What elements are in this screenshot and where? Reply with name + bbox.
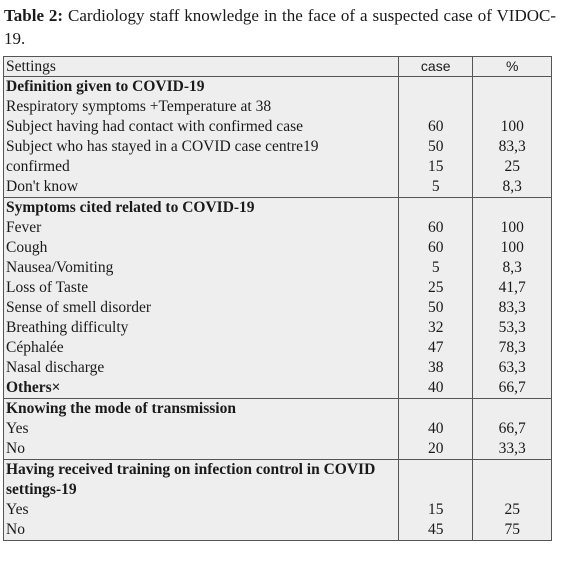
section-definition: Definition given to COVID-19 Respiratory… (3, 76, 399, 198)
case-value: 50 (427, 299, 444, 316)
case-values: 60 50 15 5 (397, 76, 474, 198)
list-item: Yes (6, 501, 29, 518)
section-title: Definition given to COVID-19 (6, 78, 205, 95)
list-item: Loss of Taste (6, 279, 89, 296)
header-percent: % (472, 56, 552, 77)
percent-value: 41,7 (498, 279, 526, 296)
table-row: Knowing the mode of transmission Yes No … (3, 398, 552, 460)
percent-value: 63,3 (498, 359, 526, 376)
table-row: Having received training on infection co… (3, 459, 552, 541)
case-value: 60 (427, 219, 444, 236)
header-settings: Settings (3, 56, 399, 77)
case-values: 15 45 (397, 459, 474, 541)
case-value: 50 (427, 138, 444, 155)
list-item: Don't know (6, 178, 79, 195)
list-item: Others× (6, 379, 61, 396)
percent-values: 66,7 33,3 (472, 398, 552, 460)
case-value: 5 (431, 178, 440, 195)
list-item: Subject who has stayed in a COVID case c… (6, 138, 319, 155)
knowledge-table: Settings case % Definition given to COVI… (3, 56, 552, 541)
table-row: Definition given to COVID-19 Respiratory… (3, 76, 552, 198)
list-item: Yes (6, 420, 29, 437)
percent-value: 100 (500, 239, 524, 256)
case-value: 25 (427, 279, 444, 296)
percent-value: 53,3 (498, 319, 526, 336)
percent-value: 83,3 (498, 138, 526, 155)
table-caption: Table 2: Cardiology staff knowledge in t… (4, 4, 556, 50)
section-title: Having received training on infection co… (6, 461, 376, 498)
percent-value: 78,3 (498, 339, 526, 356)
percent-value: 75 (504, 521, 520, 538)
case-value: 15 (427, 158, 444, 175)
percent-value: 25 (504, 501, 520, 518)
list-item: Respiratory symptoms +Temperature at 38 (6, 98, 272, 115)
list-item: Nausea/Vomiting (6, 259, 114, 276)
case-value: 40 (427, 420, 444, 437)
percent-values: 100 83,3 25 8,3 (472, 76, 552, 198)
case-value: 47 (427, 339, 444, 356)
case-value: 60 (427, 239, 444, 256)
case-value: 15 (427, 501, 444, 518)
case-value: 45 (427, 521, 444, 538)
percent-value: 8,3 (502, 178, 522, 195)
percent-value: 66,7 (498, 379, 526, 396)
section-symptoms: Symptoms cited related to COVID-19 Fever… (3, 197, 399, 399)
table-row: Symptoms cited related to COVID-19 Fever… (3, 197, 552, 399)
list-item: Fever (6, 219, 42, 236)
list-item: No (6, 440, 25, 457)
percent-value: 100 (500, 219, 524, 236)
list-item: No (6, 521, 25, 538)
percent-value: 8,3 (502, 259, 522, 276)
percent-value: 66,7 (498, 420, 526, 437)
percent-value: 33,3 (498, 440, 526, 457)
percent-value: 25 (504, 158, 520, 175)
list-item: Subject having had contact with confirme… (6, 118, 303, 135)
case-value: 5 (431, 259, 440, 276)
list-item: confirmed (6, 158, 70, 175)
table-header-row: Settings case % (3, 56, 552, 77)
header-case: case (397, 56, 474, 77)
caption-label: Table 2: (4, 6, 64, 25)
case-value: 40 (427, 379, 444, 396)
case-values: 60 60 5 25 50 32 47 38 40 (397, 197, 474, 399)
caption-text: Cardiology staff knowledge in the face o… (4, 6, 556, 48)
list-item: Breathing difficulty (6, 319, 129, 336)
list-item: Céphalée (6, 339, 64, 356)
list-item: Nasal discharge (6, 359, 105, 376)
section-title: Knowing the mode of transmission (6, 400, 236, 417)
case-values: 40 20 (397, 398, 474, 460)
case-value: 38 (427, 359, 444, 376)
percent-value: 100 (500, 118, 524, 135)
list-item: Cough (6, 239, 48, 256)
section-training: Having received training on infection co… (3, 459, 399, 541)
percent-values: 25 75 (472, 459, 552, 541)
list-item: Sense of smell disorder (6, 299, 152, 316)
percent-values: 100 100 8,3 41,7 83,3 53,3 78,3 63,3 66,… (472, 197, 552, 399)
case-value: 60 (427, 118, 444, 135)
section-transmission: Knowing the mode of transmission Yes No (3, 398, 399, 460)
case-value: 32 (427, 319, 444, 336)
percent-value: 83,3 (498, 299, 526, 316)
case-value: 20 (427, 440, 444, 457)
section-title: Symptoms cited related to COVID-19 (6, 199, 255, 216)
